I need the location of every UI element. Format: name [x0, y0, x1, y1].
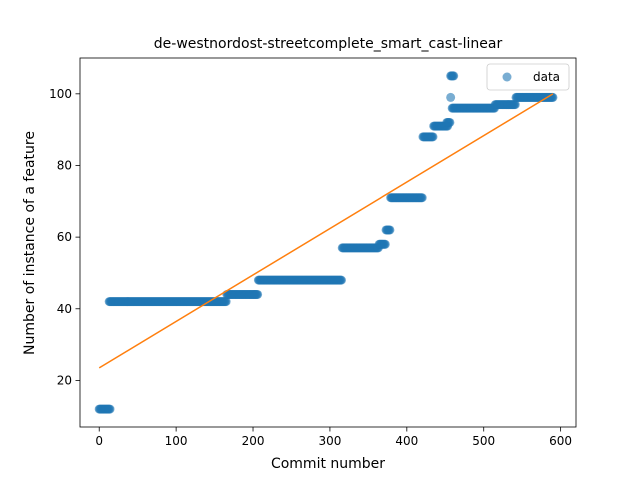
data-point [253, 289, 263, 299]
data-point [385, 225, 395, 235]
y-axis-label: Number of instance of a feature [22, 131, 38, 355]
x-tick-label: 600 [549, 434, 572, 448]
data-point [449, 71, 459, 81]
data-point [428, 132, 438, 142]
axes-frame [79, 57, 577, 428]
data-point [510, 100, 520, 110]
data-point [105, 404, 115, 414]
x-tick-label: 200 [242, 434, 265, 448]
data-point [445, 117, 455, 127]
y-tick-label: 20 [57, 373, 72, 387]
legend-label: data [533, 70, 560, 84]
data-point [221, 297, 231, 307]
fit-line [98, 93, 554, 369]
data-point [336, 275, 346, 285]
x-tick-label: 0 [95, 434, 103, 448]
x-tick-label: 400 [395, 434, 418, 448]
axes: 0 100 200 300 400 500 600 20 40 60 80 100 [49, 57, 577, 448]
data-points [94, 71, 558, 414]
x-tick-label: 100 [165, 434, 188, 448]
x-tick-label: 300 [318, 434, 341, 448]
legend: data [486, 63, 570, 91]
y-tick-label: 100 [49, 87, 72, 101]
legend-box [486, 63, 570, 91]
y-tick-label: 80 [57, 158, 72, 172]
x-axis-label: Commit number [271, 456, 385, 472]
plot-area [94, 71, 558, 414]
data-point [417, 193, 427, 203]
data-point [380, 239, 390, 249]
x-tick-label: 500 [472, 434, 495, 448]
y-tick-label: 60 [57, 230, 72, 244]
data-point [446, 92, 456, 102]
y-tick-label: 40 [57, 302, 72, 316]
legend-marker [502, 72, 512, 82]
chart-title: de-westnordost-streetcomplete_smart_cast… [154, 36, 503, 52]
